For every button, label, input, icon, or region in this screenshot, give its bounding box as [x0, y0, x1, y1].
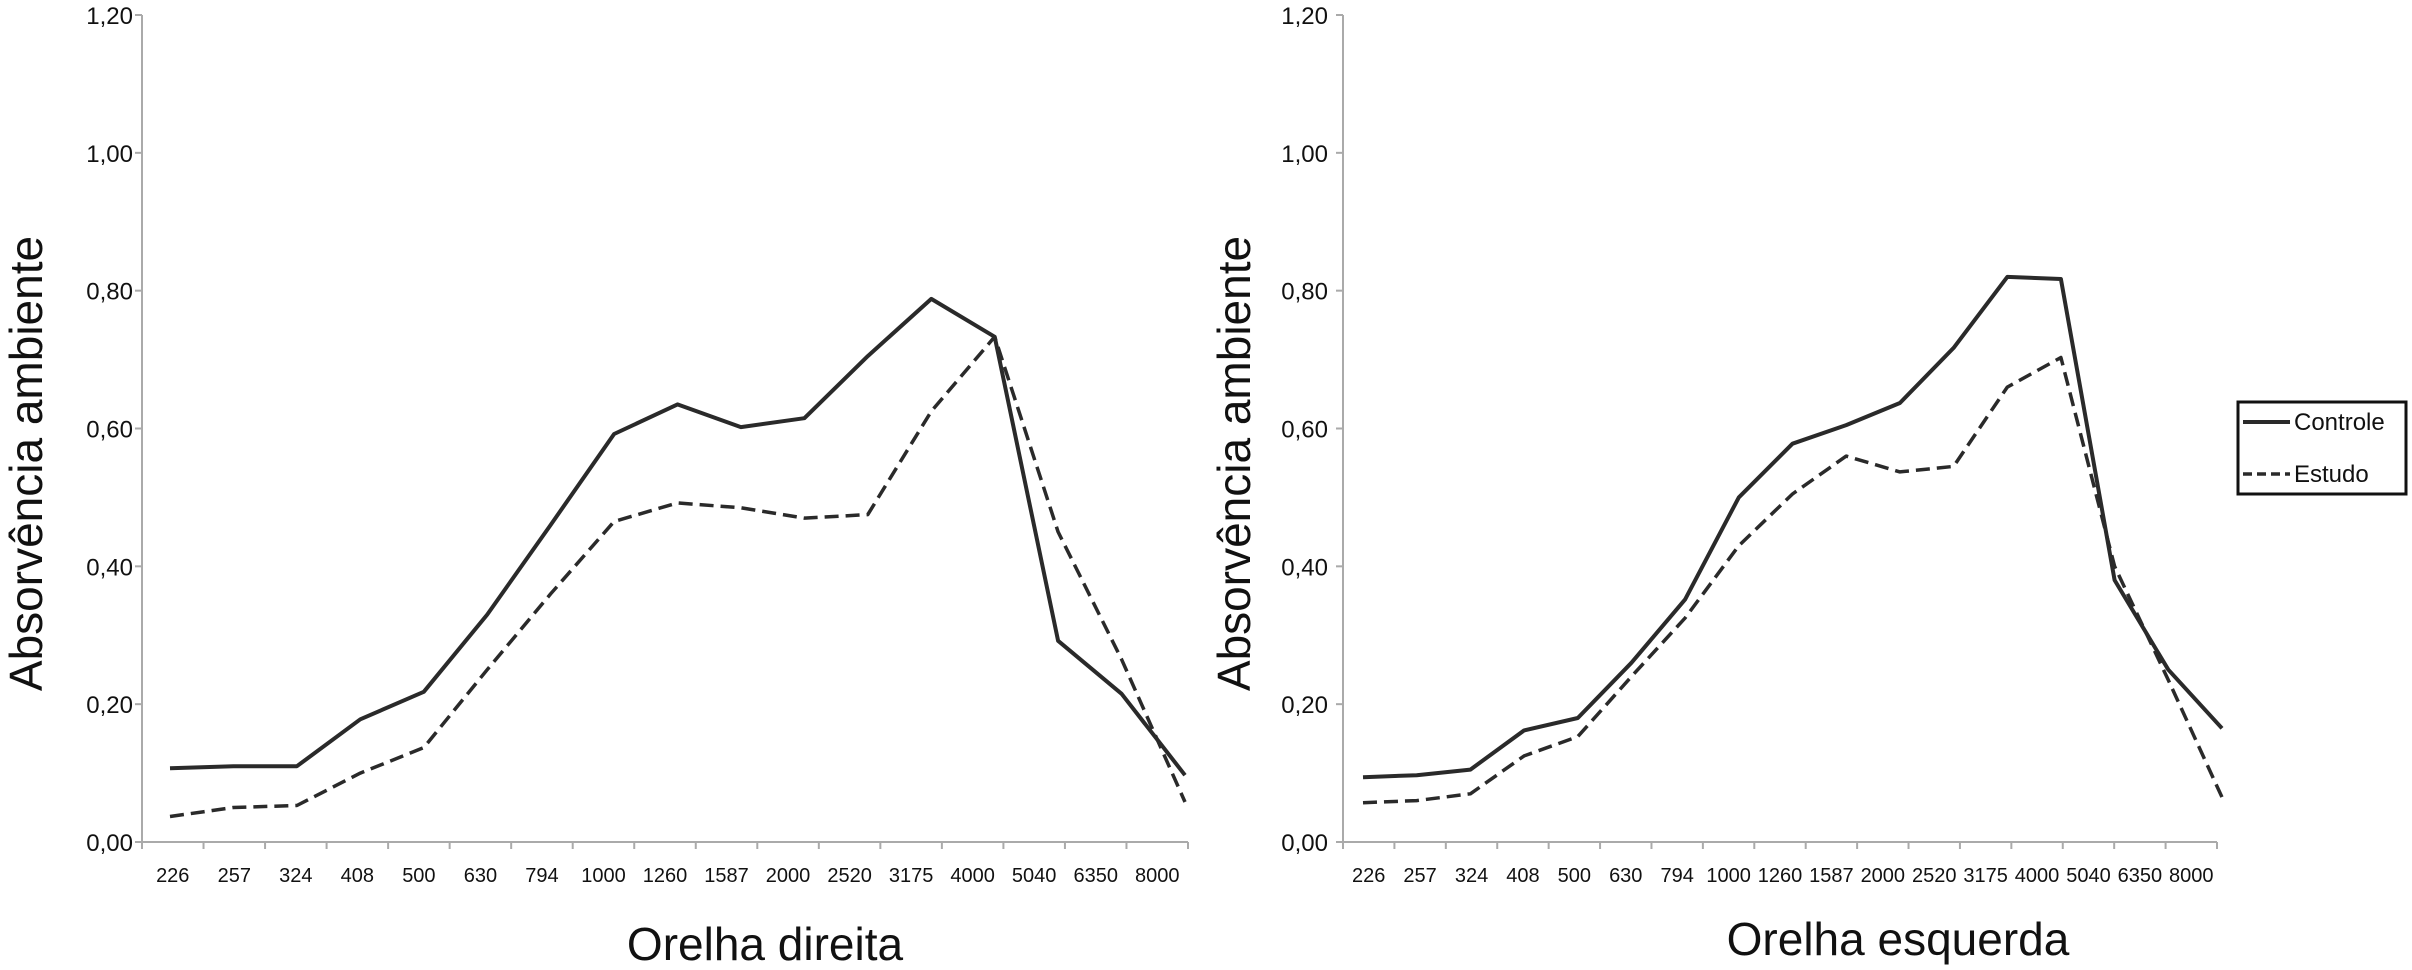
- series-line-controle: [169, 296, 1187, 777]
- y-axis-title: Absorvência ambiente: [0, 236, 52, 691]
- legend: Controle Estudo: [2236, 400, 2408, 496]
- x-tick-label: 1587: [704, 865, 749, 887]
- x-tick-label: 1587: [1809, 865, 1854, 887]
- series-line-estudo: [169, 335, 1187, 819]
- x-tick-label: 2000: [766, 865, 811, 887]
- y-tick-label: 1,00: [86, 141, 133, 168]
- x-tick-label: 6350: [2118, 865, 2163, 887]
- x-tick-label: 324: [279, 865, 312, 887]
- x-tick-label: 794: [1660, 865, 1693, 887]
- x-tick-label: 1000: [1706, 865, 1751, 887]
- y-tick-label: 1,20: [86, 3, 133, 30]
- x-tick-label: 630: [464, 865, 497, 887]
- legend-box: [2236, 400, 2408, 496]
- y-tick-label: 0,80: [1281, 279, 1328, 306]
- y-tick-label: 1,00: [1281, 141, 1328, 168]
- y-tick-label: 1,20: [1281, 3, 1328, 30]
- legend-label-controle: Controle: [2294, 409, 2385, 436]
- y-tick-label: 0,80: [86, 279, 133, 306]
- y-tick-label: 0,00: [86, 830, 133, 857]
- y-tick-label: 0,60: [86, 417, 133, 444]
- x-tick-label: 5040: [1012, 865, 1057, 887]
- x-axis-title: Orelha esquerda: [1727, 913, 2070, 965]
- x-tick-label: 2520: [827, 865, 872, 887]
- x-tick-label: 257: [218, 865, 251, 887]
- x-tick-label: 500: [1558, 865, 1591, 887]
- x-tick-label: 226: [156, 865, 189, 887]
- x-tick-label: 2000: [1861, 865, 1906, 887]
- y-tick-label: 0,40: [86, 554, 133, 581]
- x-tick-label: 1260: [643, 865, 688, 887]
- x-tick-label: 4000: [950, 865, 995, 887]
- chart-orelha-direita: 0,00 0,20 0,40 0,60 0,80 1,00 1,20 226 257 324 408…: [0, 3, 1189, 970]
- x-tick-label: 1000: [581, 865, 626, 887]
- y-axis-title: Absorvência ambiente: [1208, 236, 1260, 691]
- x-tick-label: 8000: [2169, 865, 2214, 887]
- legend-label-estudo: Estudo: [2294, 461, 2369, 488]
- x-tick-label: 3175: [889, 865, 934, 887]
- x-tick-label: 257: [1403, 865, 1436, 887]
- series-line-estudo: [1362, 355, 2224, 805]
- x-tick-label: 3175: [1963, 865, 2008, 887]
- series-line-controle: [1362, 274, 2224, 780]
- y-tick-label: 0,40: [1281, 554, 1328, 581]
- x-tick-label: 1260: [1758, 865, 1803, 887]
- y-tick-label: 0,20: [86, 692, 133, 719]
- y-tick-label: 0,60: [1281, 417, 1328, 444]
- x-tick-label: 4000: [2015, 865, 2060, 887]
- x-tick-label: 5040: [2066, 865, 2111, 887]
- x-tick-label: 2520: [1912, 865, 1957, 887]
- x-axis-title: Orelha direita: [627, 918, 904, 970]
- x-tick-label: 8000: [1135, 865, 1180, 887]
- x-tick-label: 408: [341, 865, 374, 887]
- x-tick-label: 630: [1609, 865, 1642, 887]
- y-tick-label: 0,00: [1281, 830, 1328, 857]
- chart-orelha-esquerda: 0,00 0,20 0,40 0,60 0,80 1,00 1,20 226 257 324 408…: [1208, 3, 2224, 965]
- x-tick-label: 794: [525, 865, 558, 887]
- x-tick-label: 6350: [1073, 865, 1118, 887]
- x-tick-label: 324: [1455, 865, 1488, 887]
- x-tick-label: 500: [402, 865, 435, 887]
- x-tick-label: 408: [1506, 865, 1539, 887]
- y-tick-label: 0,20: [1281, 692, 1328, 719]
- x-tick-label: 226: [1352, 865, 1385, 887]
